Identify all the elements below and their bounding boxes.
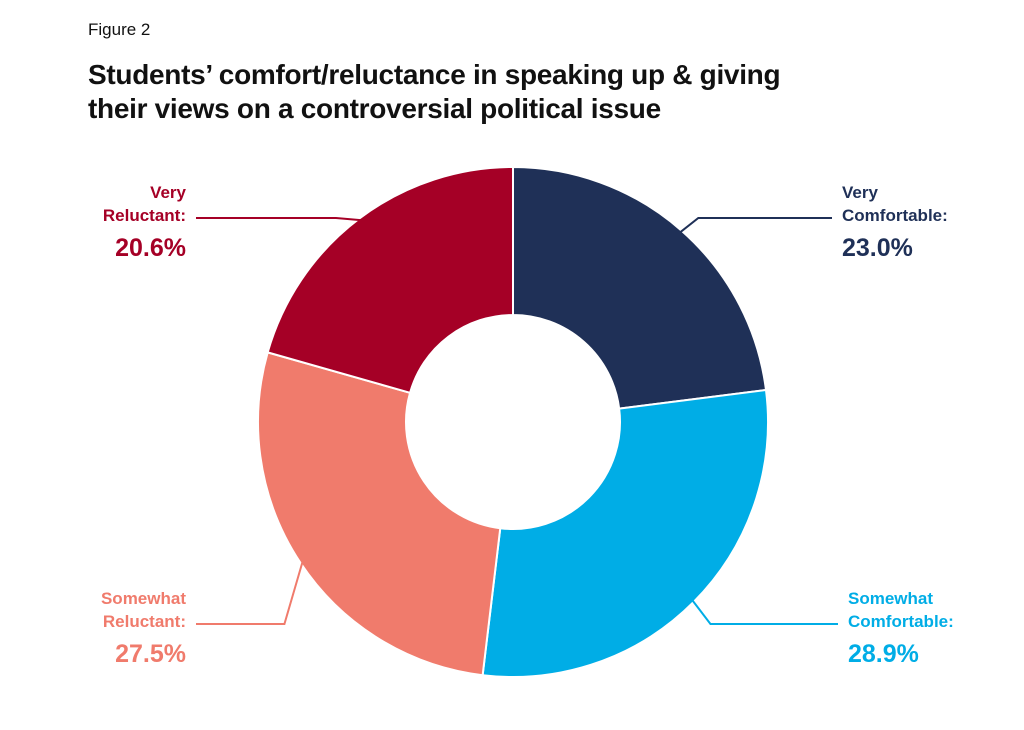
leader-line-somewhat-reluctant [196,561,304,625]
slice-very-reluctant [266,165,514,395]
slice-label-very-reluctant-line-2: Reluctant: [103,206,186,225]
slice-value-somewhat-reluctant: 27.5% [115,640,186,668]
leader-line-somewhat-comfortable [691,599,838,625]
slice-somewhat-reluctant [257,351,502,677]
donut-slices [257,165,769,678]
slice-label-very-comfortable-line-1: Very [842,183,878,202]
chart-title-line-2: their views on a controversial political… [88,93,661,124]
slice-label-very-reluctant-line-1: Very [150,183,186,202]
slice-label-somewhat-comfortable-line-1: Somewhat [848,589,933,608]
slice-label-somewhat-comfortable-line-2: Comfortable: [848,612,954,631]
slice-label-very-comfortable-line-2: Comfortable: [842,206,948,225]
chart-title: Students’ comfort/reluctance in speaking… [88,58,908,126]
leader-lines [196,217,838,625]
slice-somewhat-comfortable [481,388,769,678]
chart-title-line-1: Students’ comfort/reluctance in speaking… [88,59,781,90]
slice-value-somewhat-comfortable: 28.9% [848,640,919,668]
leader-line-very-reluctant [196,217,361,222]
slice-value-very-reluctant: 20.6% [115,234,186,262]
leader-line-very-comfortable [679,217,832,234]
slice-value-very-comfortable: 23.0% [842,234,913,262]
slice-very-comfortable [512,165,768,410]
slice-label-somewhat-reluctant-line-2: Reluctant: [103,612,186,631]
slice-labels: Very Comfortable: 23.0% Somewhat Comfortable… [101,183,954,668]
figure-label: Figure 2 [88,20,151,39]
slice-label-somewhat-reluctant-line-1: Somewhat [101,589,186,608]
